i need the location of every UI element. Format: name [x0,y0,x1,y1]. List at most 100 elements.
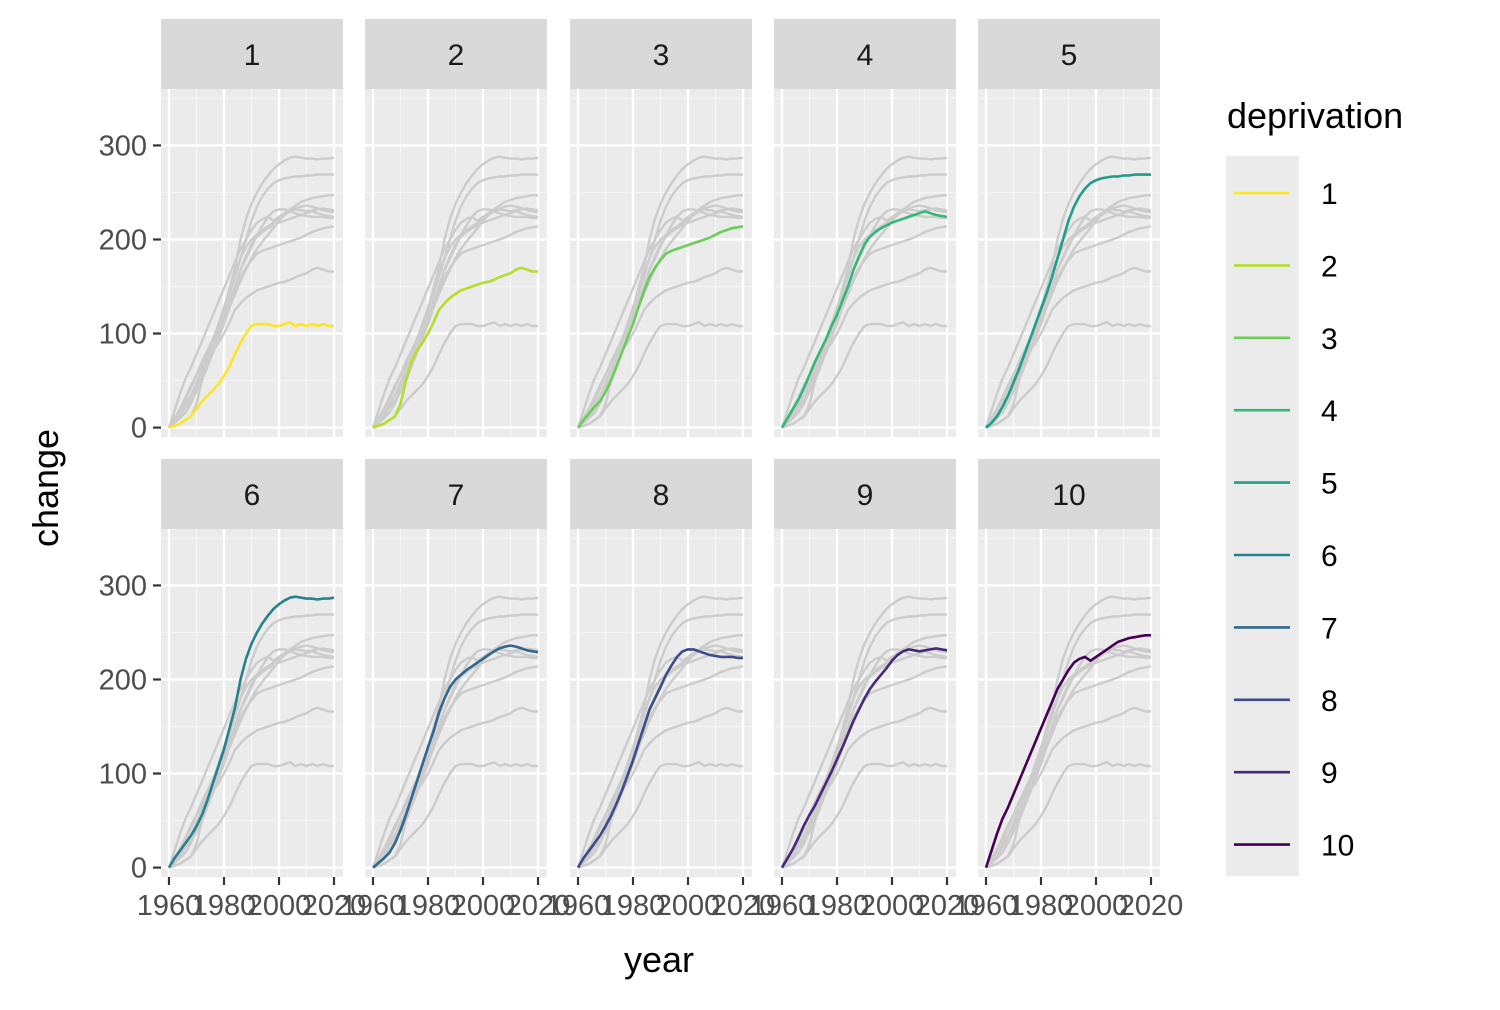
facet-strip-label-6: 6 [244,479,261,512]
facet-strip-2 [365,19,547,89]
facet-panel-4: 4 [774,19,956,437]
background-series-line-5 [781,613,947,869]
legend: deprivation 1 2 3 4 5 6 7 8 9 10 [1226,95,1403,876]
series-line-8 [576,648,743,869]
legend-label-7: 7 [1321,612,1338,645]
facet-strip-6 [161,459,343,529]
background-series-line-9 [371,207,539,429]
facet-strip-label-3: 3 [653,39,670,72]
background-series-line-10 [576,194,743,428]
background-series-line-5 [577,613,743,869]
background-series-line-7 [168,204,335,429]
series-line-10 [984,633,1151,869]
background-series-line-8 [984,648,1151,869]
facet-strip-5 [978,19,1160,89]
background-series-line-10 [371,634,538,868]
facet-strip-label-5: 5 [1061,39,1078,72]
background-series-line-9 [984,647,1152,869]
background-series-line-10 [780,634,947,868]
background-series-line-7 [372,204,539,429]
background-series-line-9 [576,647,744,869]
facet-strip-label-9: 9 [857,479,874,512]
background-series-line-8 [780,648,947,869]
background-series-line-8 [371,208,538,429]
background-series-line-1 [168,761,334,869]
background-series-line-10 [371,194,538,428]
x-tick-label: 2020 [302,890,367,922]
facet-strip-1 [161,19,343,89]
facet-strip-10 [978,459,1160,529]
y-tick-label: 300 [99,130,147,162]
background-series-line-9 [984,207,1152,429]
background-series-line-1 [372,761,538,869]
background-series-line-1 [372,321,538,429]
legend-label-9: 9 [1321,757,1338,790]
x-tick-label: 2000 [656,890,721,922]
facet-strip-label-10: 10 [1052,479,1085,512]
legend-label-5: 5 [1321,468,1338,501]
background-series-line-2 [985,266,1151,429]
background-series-line-10 [167,634,334,868]
background-series-line-5 [168,173,334,429]
legend-label-3: 3 [1321,323,1338,356]
facet-strip-8 [570,459,752,529]
x-tick-label: 2020 [1119,890,1184,922]
background-series-line-1 [985,761,1151,869]
legend-label-4: 4 [1321,395,1338,428]
series-line-7 [372,644,539,869]
background-series-line-1 [781,761,947,869]
background-series-line-10 [780,194,947,428]
x-tick-label: 2020 [915,890,980,922]
background-series-line-7 [985,644,1152,869]
background-series-line-1 [985,321,1151,429]
background-series-line-5 [985,613,1151,869]
x-tick-label: 1980 [805,890,870,922]
background-series-line-2 [577,706,743,869]
x-tick-label: 1960 [546,890,611,922]
series-line-3 [576,225,744,429]
facet-panel-5: 5 [978,19,1160,437]
x-tick-label: 2020 [506,890,571,922]
y-tick-label: 100 [99,319,147,351]
background-series-line-9 [371,647,539,869]
background-series-line-10 [576,634,743,868]
facet-strip-label-1: 1 [244,39,261,72]
background-series-line-8 [371,648,538,869]
series-line-2 [372,266,538,429]
legend-title: deprivation [1227,95,1403,136]
y-tick-label: 200 [99,224,147,256]
facet-strip-9 [774,459,956,529]
background-series-line-2 [168,266,334,429]
x-tick-label: 2020 [711,890,776,922]
y-tick-label: 100 [99,759,147,791]
background-series-line-5 [577,173,743,429]
x-tick-label: 1980 [1009,890,1074,922]
legend-key-background [1226,156,1299,876]
background-series-line-5 [168,613,334,869]
x-tick-label: 1960 [137,890,202,922]
background-series-line-7 [781,204,948,429]
background-series-line-2 [781,706,947,869]
legend-label-6: 6 [1321,540,1338,573]
y-axis-title: change [25,429,66,547]
facet-strip-7 [365,459,547,529]
background-series-line-8 [167,208,334,429]
legend-label-8: 8 [1321,685,1338,718]
x-tick-label: 2000 [1064,890,1129,922]
series-line-9 [780,647,948,869]
background-series-line-8 [984,208,1151,429]
series-line-1 [168,320,334,429]
x-axis-title: year [624,939,694,980]
y-tick-label: 0 [131,413,147,445]
background-series-line-7 [985,204,1152,429]
background-series-line-1 [577,761,743,869]
y-tick-label: 300 [99,570,147,602]
facet-panel-1: 1 0 100 200 300 [99,19,343,445]
x-tick-label: 2000 [451,890,516,922]
